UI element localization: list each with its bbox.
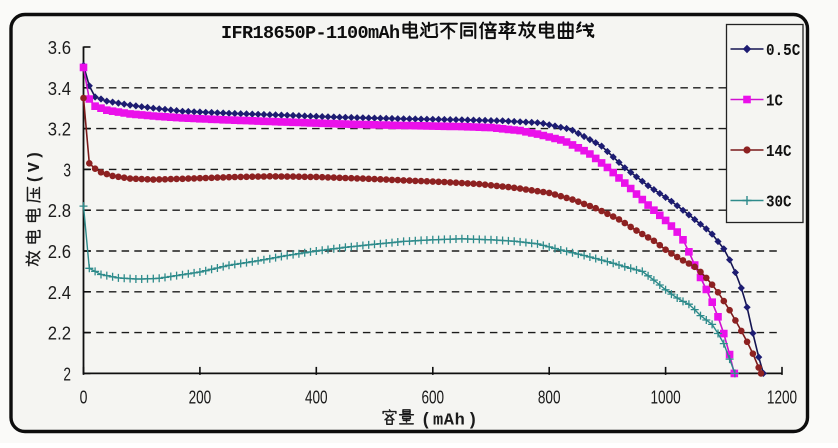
svg-text:800: 800 (538, 387, 561, 407)
svg-text:200: 200 (189, 387, 212, 407)
svg-text:3.2: 3.2 (48, 120, 71, 140)
svg-text:600: 600 (422, 387, 445, 407)
svg-text:1C: 1C (766, 92, 783, 111)
svg-text:mAh: mAh (433, 412, 465, 431)
svg-text:30C: 30C (766, 193, 792, 212)
svg-text:(V): (V) (25, 148, 44, 184)
svg-text:2.4: 2.4 (48, 283, 71, 303)
svg-text:2.2: 2.2 (48, 324, 71, 344)
svg-text:400: 400 (305, 387, 328, 407)
svg-text:IFR18650P-1100mAh: IFR18650P-1100mAh (221, 23, 400, 44)
svg-text:3: 3 (63, 160, 71, 180)
svg-text:1000: 1000 (651, 387, 681, 407)
svg-text:0: 0 (80, 387, 88, 407)
svg-text:2.6: 2.6 (48, 242, 71, 262)
svg-text:2.8: 2.8 (48, 201, 71, 221)
svg-text:14C: 14C (766, 142, 792, 161)
svg-text:0.5C: 0.5C (766, 41, 800, 60)
svg-text:2: 2 (63, 364, 71, 384)
svg-text:): ) (467, 411, 478, 431)
svg-text:3.6: 3.6 (48, 38, 71, 58)
svg-text:(: ( (421, 411, 432, 431)
svg-text:3.4: 3.4 (48, 79, 71, 99)
svg-text:1200: 1200 (767, 387, 797, 407)
